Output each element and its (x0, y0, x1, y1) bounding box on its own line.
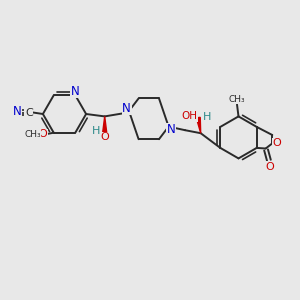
Text: N: N (122, 101, 131, 115)
Text: N: N (167, 123, 176, 136)
Text: CH₃: CH₃ (228, 94, 245, 103)
Text: H: H (92, 125, 100, 136)
Text: C: C (25, 107, 33, 118)
Polygon shape (196, 117, 201, 133)
Text: H: H (202, 112, 211, 122)
Text: O: O (265, 161, 274, 172)
Text: N: N (71, 85, 80, 98)
Polygon shape (103, 116, 107, 132)
Text: CH₃: CH₃ (24, 130, 41, 139)
Text: O: O (273, 138, 281, 148)
Text: O: O (100, 132, 109, 142)
Text: OH: OH (181, 111, 197, 121)
Text: O: O (38, 129, 47, 139)
Text: N: N (12, 105, 21, 119)
